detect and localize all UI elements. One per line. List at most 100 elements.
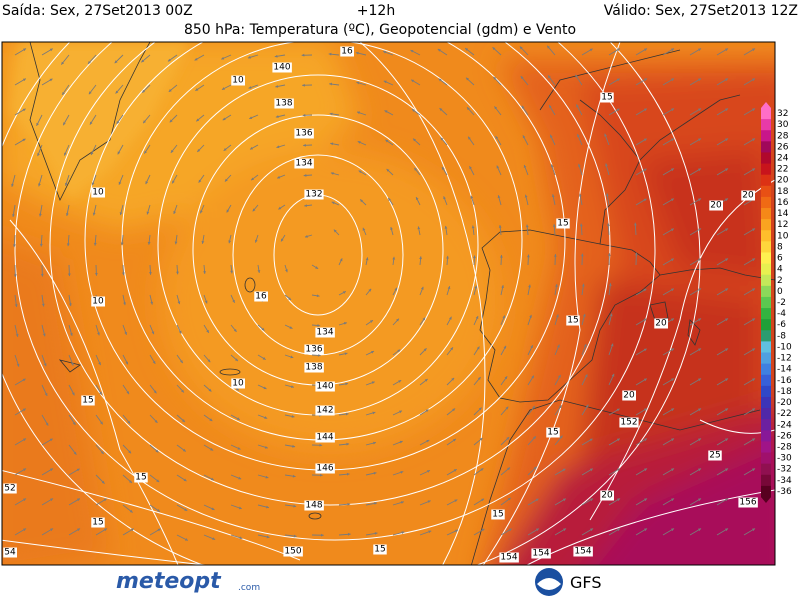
temperature-label: 10 bbox=[92, 188, 104, 198]
temperature-label: 15 bbox=[135, 473, 146, 483]
wind-arrow-head bbox=[725, 198, 729, 202]
temperature-label-bg bbox=[254, 291, 268, 302]
wind-arrow-head bbox=[233, 328, 237, 332]
wind-arrow-head bbox=[141, 59, 145, 63]
wind-arrow-head bbox=[634, 252, 638, 256]
wind-arrow-head bbox=[362, 227, 366, 231]
wind-arrow-head bbox=[178, 330, 182, 334]
wind-arrow-head bbox=[195, 88, 199, 91]
wind-arrow-head bbox=[532, 405, 535, 409]
colorbar-swatch bbox=[761, 241, 771, 253]
wind-arrow-head bbox=[698, 438, 702, 442]
wind-arrow-head bbox=[357, 111, 361, 115]
wind-arrow-head bbox=[204, 300, 208, 304]
colorbar-swatch bbox=[761, 163, 771, 176]
wind-arrow-head bbox=[123, 302, 126, 306]
wind-arrow-head bbox=[481, 528, 485, 532]
colorbar-label: -20 bbox=[777, 398, 792, 408]
geopotential-label: 52 bbox=[4, 484, 15, 494]
wind-arrow-head bbox=[156, 479, 160, 483]
wind-arrow-head bbox=[356, 81, 360, 85]
geopotential-label-bg bbox=[315, 463, 335, 474]
wind-arrow-head bbox=[397, 349, 401, 353]
coastlines bbox=[29, 42, 775, 565]
wind-arrow-head bbox=[671, 468, 675, 472]
wind-arrow-head bbox=[14, 304, 18, 307]
wind-arrow-head bbox=[550, 134, 553, 138]
wind-arrow-head bbox=[725, 138, 729, 142]
wind-arrow-head bbox=[339, 258, 343, 262]
wind-arrow-head bbox=[455, 529, 459, 533]
temperature-label: 15 bbox=[557, 219, 568, 229]
colorbar-swatch bbox=[761, 230, 771, 242]
wind-arrow-head bbox=[87, 60, 91, 64]
temperature-label: 10 bbox=[232, 379, 244, 389]
wind-arrow-head bbox=[725, 228, 729, 232]
wind-arrow-head bbox=[399, 410, 403, 414]
geopotential-label-bg bbox=[294, 128, 314, 139]
colorbar-label: -16 bbox=[777, 376, 792, 386]
wind-arrow-head bbox=[548, 75, 551, 79]
wind-arrow-head bbox=[44, 392, 48, 396]
wind-arrow-head bbox=[398, 380, 402, 383]
geopotential-label: 54 bbox=[4, 548, 16, 558]
wind-arrow-head bbox=[355, 51, 359, 55]
wind-arrow-head bbox=[752, 78, 756, 82]
wind-arrow-head bbox=[725, 108, 729, 112]
wind-arrow-head bbox=[142, 89, 146, 93]
wind-arrow-head bbox=[61, 61, 65, 65]
wind-arrow-head bbox=[15, 333, 19, 337]
wind-arrow-head bbox=[698, 258, 702, 262]
wind-arrow-head bbox=[239, 536, 243, 540]
wind-arrow-head bbox=[275, 115, 279, 118]
wind-arrow-head bbox=[49, 468, 53, 472]
wind-arrow-head bbox=[670, 318, 674, 322]
wind-arrow-head bbox=[304, 204, 308, 208]
wind-arrow-head bbox=[172, 180, 175, 184]
wind-arrow-head bbox=[454, 499, 458, 503]
wind-arrow-head bbox=[150, 301, 154, 305]
colorbar-bottom-cap bbox=[761, 497, 771, 503]
wind-arrow-head bbox=[68, 303, 72, 307]
colorbar-swatch bbox=[761, 108, 771, 120]
colorbar-swatch bbox=[761, 330, 771, 342]
wind-arrow-head bbox=[154, 419, 158, 423]
wind-arrow-head bbox=[644, 78, 648, 82]
wind-arrow-head bbox=[698, 48, 702, 52]
wind-arrow-head bbox=[578, 163, 581, 167]
wind-arrow-head bbox=[605, 163, 608, 167]
wind-arrow-head bbox=[250, 146, 254, 150]
wind-arrow-head bbox=[606, 223, 610, 226]
wind-arrow-head bbox=[208, 388, 212, 392]
wind-arrow-head bbox=[725, 48, 729, 52]
wind-arrow-head bbox=[447, 286, 451, 290]
wind-arrow-head bbox=[452, 408, 456, 412]
wind-arrow-head bbox=[226, 209, 230, 213]
wind-arrow-head bbox=[554, 284, 558, 287]
wind-arrow-head bbox=[643, 408, 647, 412]
wind-arrow-head bbox=[144, 150, 147, 154]
colorbar-swatch bbox=[761, 130, 771, 142]
wind-arrow-head bbox=[422, 317, 426, 321]
wind-arrow-head bbox=[617, 528, 621, 532]
wind-arrow-head bbox=[698, 528, 702, 532]
wind-arrow-head bbox=[671, 528, 675, 532]
wind-arrow-head bbox=[670, 288, 674, 292]
wind-arrow-head bbox=[577, 134, 580, 138]
wind-arrow-head bbox=[439, 108, 443, 111]
wind-arrow-head bbox=[92, 212, 96, 216]
wind-arrow-head bbox=[671, 498, 675, 502]
wind-arrow-head bbox=[390, 226, 393, 230]
wind-arrow-head bbox=[130, 528, 134, 532]
wind-arrow-head bbox=[522, 135, 526, 139]
wind-arrow-head bbox=[93, 242, 97, 246]
wind-arrow-head bbox=[236, 417, 240, 420]
temperature-label-bg bbox=[373, 544, 387, 555]
colorbar-swatch bbox=[761, 419, 771, 431]
geopotential-label: 138 bbox=[305, 363, 322, 373]
wind-arrow-head bbox=[698, 378, 702, 382]
wind-arrow-head bbox=[203, 271, 206, 274]
wind-arrow-head bbox=[69, 332, 73, 336]
geopotential-label: 136 bbox=[295, 129, 312, 139]
wind-arrow-head bbox=[562, 468, 566, 472]
